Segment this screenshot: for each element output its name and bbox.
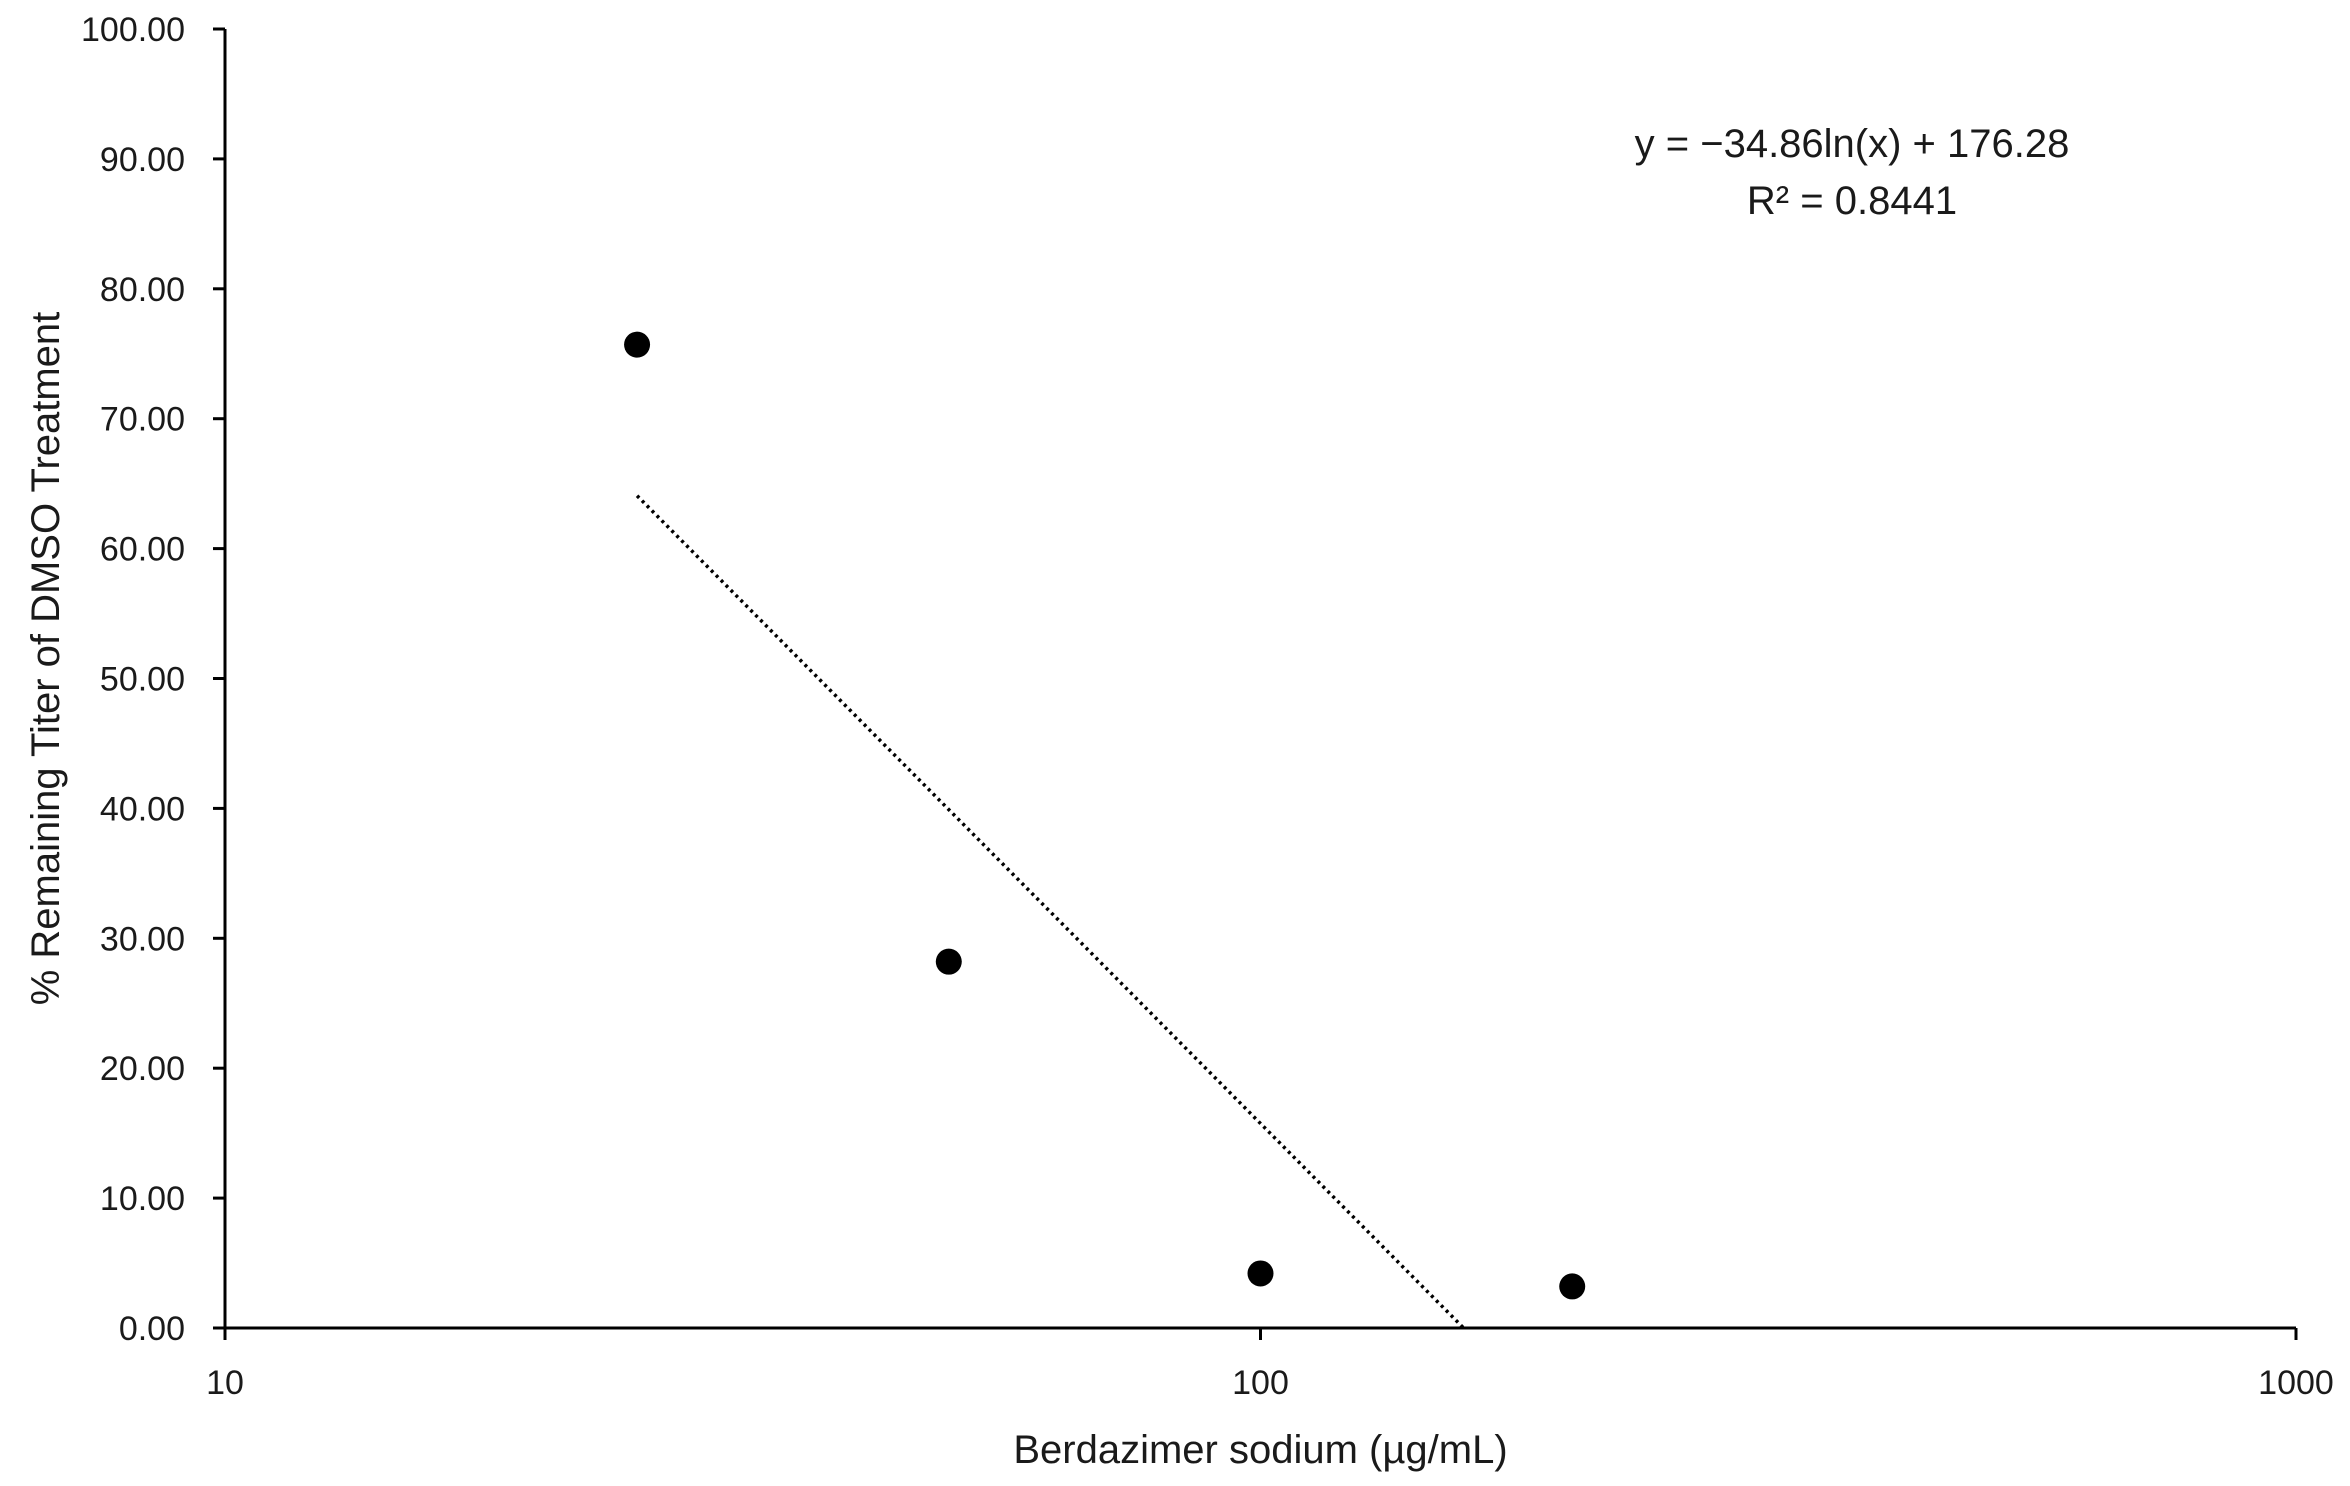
y-tick-label: 100.00 xyxy=(81,11,185,49)
x-tick-label: 100 xyxy=(1232,1364,1289,1402)
y-tick-label: 0.00 xyxy=(119,1310,185,1348)
trendline-equation: y = −34.86ln(x) + 176.28 xyxy=(1635,122,2070,166)
y-axis-title: % Remaining Titer of DMSO Treatment xyxy=(24,312,68,1006)
x-tick-label: 1000 xyxy=(2258,1364,2334,1402)
y-tick-label: 30.00 xyxy=(100,920,185,958)
data-point xyxy=(1559,1273,1586,1300)
data-points xyxy=(624,331,1586,1300)
y-tick-label: 90.00 xyxy=(100,141,185,179)
y-tick-label: 80.00 xyxy=(100,271,185,309)
x-tick-label: 10 xyxy=(206,1364,244,1402)
data-point xyxy=(624,331,651,358)
y-tick-label: 40.00 xyxy=(100,790,185,828)
y-tick-label: 70.00 xyxy=(100,401,185,439)
data-point xyxy=(1247,1260,1274,1287)
x-axis-ticks: 10 100 1000 xyxy=(206,1328,2334,1402)
y-tick-label: 20.00 xyxy=(100,1050,185,1088)
y-tick-label: 50.00 xyxy=(100,661,185,699)
y-tick-label: 10.00 xyxy=(100,1180,185,1218)
y-tick-label: 60.00 xyxy=(100,531,185,569)
axes xyxy=(223,29,2296,1330)
data-point xyxy=(935,948,962,975)
trendline-r-squared: R² = 0.8441 xyxy=(1747,179,1957,223)
trendline xyxy=(635,494,1465,1329)
trendline-group xyxy=(635,494,1465,1329)
x-axis-title: Berdazimer sodium (µg/mL) xyxy=(1013,1428,1507,1472)
y-axis-ticks: 0.00 10.00 20.00 30.00 40.00 50.00 60.00 70.00 8… xyxy=(81,11,225,1348)
